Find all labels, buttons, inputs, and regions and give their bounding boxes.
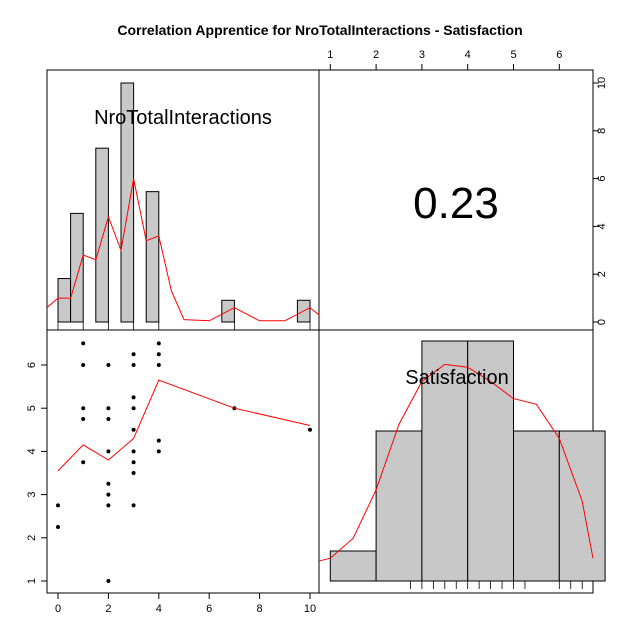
left-axis-tick-label: 4 xyxy=(26,448,38,454)
hist-bar-nro xyxy=(95,147,109,323)
hist-bar-nro xyxy=(120,82,135,323)
scatter-point xyxy=(156,449,161,454)
top-axis-tick-label: 4 xyxy=(465,49,471,61)
loess-line xyxy=(57,379,311,472)
top-axis-tick-label: 2 xyxy=(373,49,379,61)
scatter-point xyxy=(131,363,136,367)
scatter-point xyxy=(131,427,136,432)
scatter-point xyxy=(106,406,111,411)
bottom-axis-tick-label: 8 xyxy=(257,603,263,615)
bottom-axis-tick-label: 10 xyxy=(304,603,316,615)
scatter-point xyxy=(131,503,136,508)
right-axis-tick-label: 0 xyxy=(596,319,608,325)
scatter-point xyxy=(81,363,86,367)
right-axis-tick-label: 8 xyxy=(596,128,608,134)
scatter-point xyxy=(106,449,111,454)
scatter-point xyxy=(131,471,136,475)
scatter-point xyxy=(106,579,111,583)
scatter-point xyxy=(106,503,111,508)
scatter-point xyxy=(81,417,86,421)
bottom-axis-tick-label: 2 xyxy=(105,603,111,615)
left-axis-tick-label: 2 xyxy=(26,535,38,541)
scatter-point xyxy=(131,352,136,357)
correlation-value: 0.23 xyxy=(413,179,499,228)
var-label-sat: Satisfaction xyxy=(405,367,508,389)
hist-bar-sat xyxy=(375,430,423,582)
chart-title: Correlation Apprentice for NroTotalInter… xyxy=(117,22,522,38)
scatter-point xyxy=(156,438,161,443)
scatter-point xyxy=(106,363,111,367)
hist-bar-sat xyxy=(513,430,560,582)
bottom-axis-tick-label: 0 xyxy=(55,603,61,615)
scatter-point xyxy=(81,406,86,411)
scatter-point xyxy=(131,460,136,465)
scatter-point xyxy=(308,427,312,432)
top-axis-tick-label: 6 xyxy=(556,49,562,61)
bottom-axis-tick-label: 6 xyxy=(206,603,212,615)
scatter-point xyxy=(156,352,161,357)
hist-bar-sat xyxy=(329,550,377,582)
hist-bar-nro xyxy=(145,191,160,323)
right-axis-tick-label: 2 xyxy=(596,271,608,277)
var-label-nro: NroTotalInteractions xyxy=(94,107,272,129)
right-axis-tick-label: 4 xyxy=(596,223,608,229)
scatter-point xyxy=(81,341,86,346)
bottom-axis-tick-label: 4 xyxy=(156,603,162,615)
top-axis-tick-label: 1 xyxy=(327,49,333,61)
left-axis-tick-label: 1 xyxy=(26,578,38,584)
scatter-point xyxy=(106,492,111,497)
scatter-point xyxy=(56,503,60,508)
scatter-point xyxy=(56,525,60,529)
left-axis-tick-label: 6 xyxy=(26,362,38,368)
scatter-point xyxy=(106,481,111,486)
left-axis-tick-label: 3 xyxy=(26,492,38,498)
scatter-point xyxy=(156,341,161,346)
left-axis-tick-label: 5 xyxy=(26,405,38,411)
frame-bottom-left xyxy=(46,329,320,594)
scatter-point xyxy=(131,449,136,454)
right-axis-tick-label: 6 xyxy=(596,176,608,182)
scatter-point xyxy=(131,406,136,411)
hist-bar-sat xyxy=(558,430,606,582)
top-axis-tick-label: 3 xyxy=(419,49,425,61)
hist-bar-nro xyxy=(70,212,84,323)
top-axis-tick-label: 5 xyxy=(510,49,516,61)
scatter-point xyxy=(131,395,136,400)
scatter-point xyxy=(106,417,111,421)
density-curve-nro xyxy=(46,178,320,322)
hist-bar-nro xyxy=(57,278,72,323)
density-curve-sat xyxy=(318,363,594,562)
scatter-point xyxy=(156,363,161,367)
scatter-point xyxy=(81,460,86,465)
right-axis-tick-label: 10 xyxy=(596,77,608,89)
